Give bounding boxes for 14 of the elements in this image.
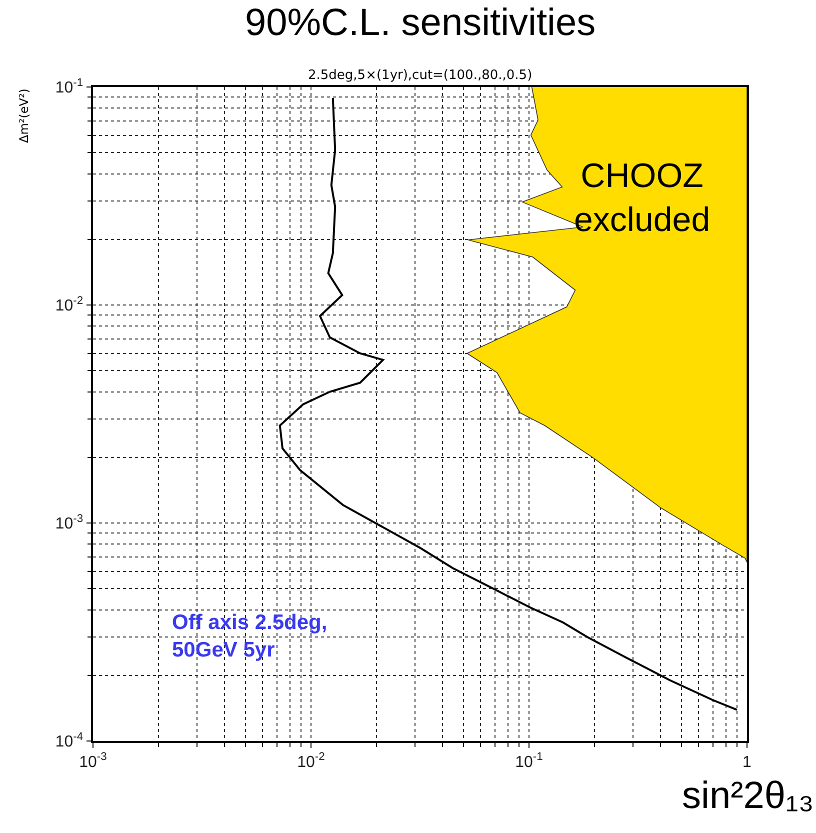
- y-axis-title: Δm²(eV²): [17, 88, 31, 143]
- x-tick-label: 1: [742, 754, 752, 771]
- y-tick-label: 10$^{-3}$: [55, 512, 84, 533]
- x-axis-title: sin²2θ₁₃: [682, 775, 814, 817]
- chart-title: 90%C.L. sensitivities: [245, 2, 596, 44]
- chart-subtitle: 2.5deg,5×(1yr),cut=(100.,80.,0.5): [308, 68, 532, 83]
- y-tick-label: 10$^{-4}$: [55, 730, 84, 751]
- y-tick-label: 10$^{-1}$: [55, 76, 84, 97]
- x-tick-label: 10$^{-1}$: [515, 751, 543, 771]
- y-tick-label: 10$^{-2}$: [55, 294, 84, 315]
- annotation: Off axis 2.5deg, 50GeV 5yr: [172, 611, 328, 662]
- x-tick-label: 10$^{-2}$: [297, 751, 325, 771]
- x-tick-label: 10$^{-3}$: [79, 751, 107, 771]
- annotation: CHOOZ excluded: [574, 157, 710, 240]
